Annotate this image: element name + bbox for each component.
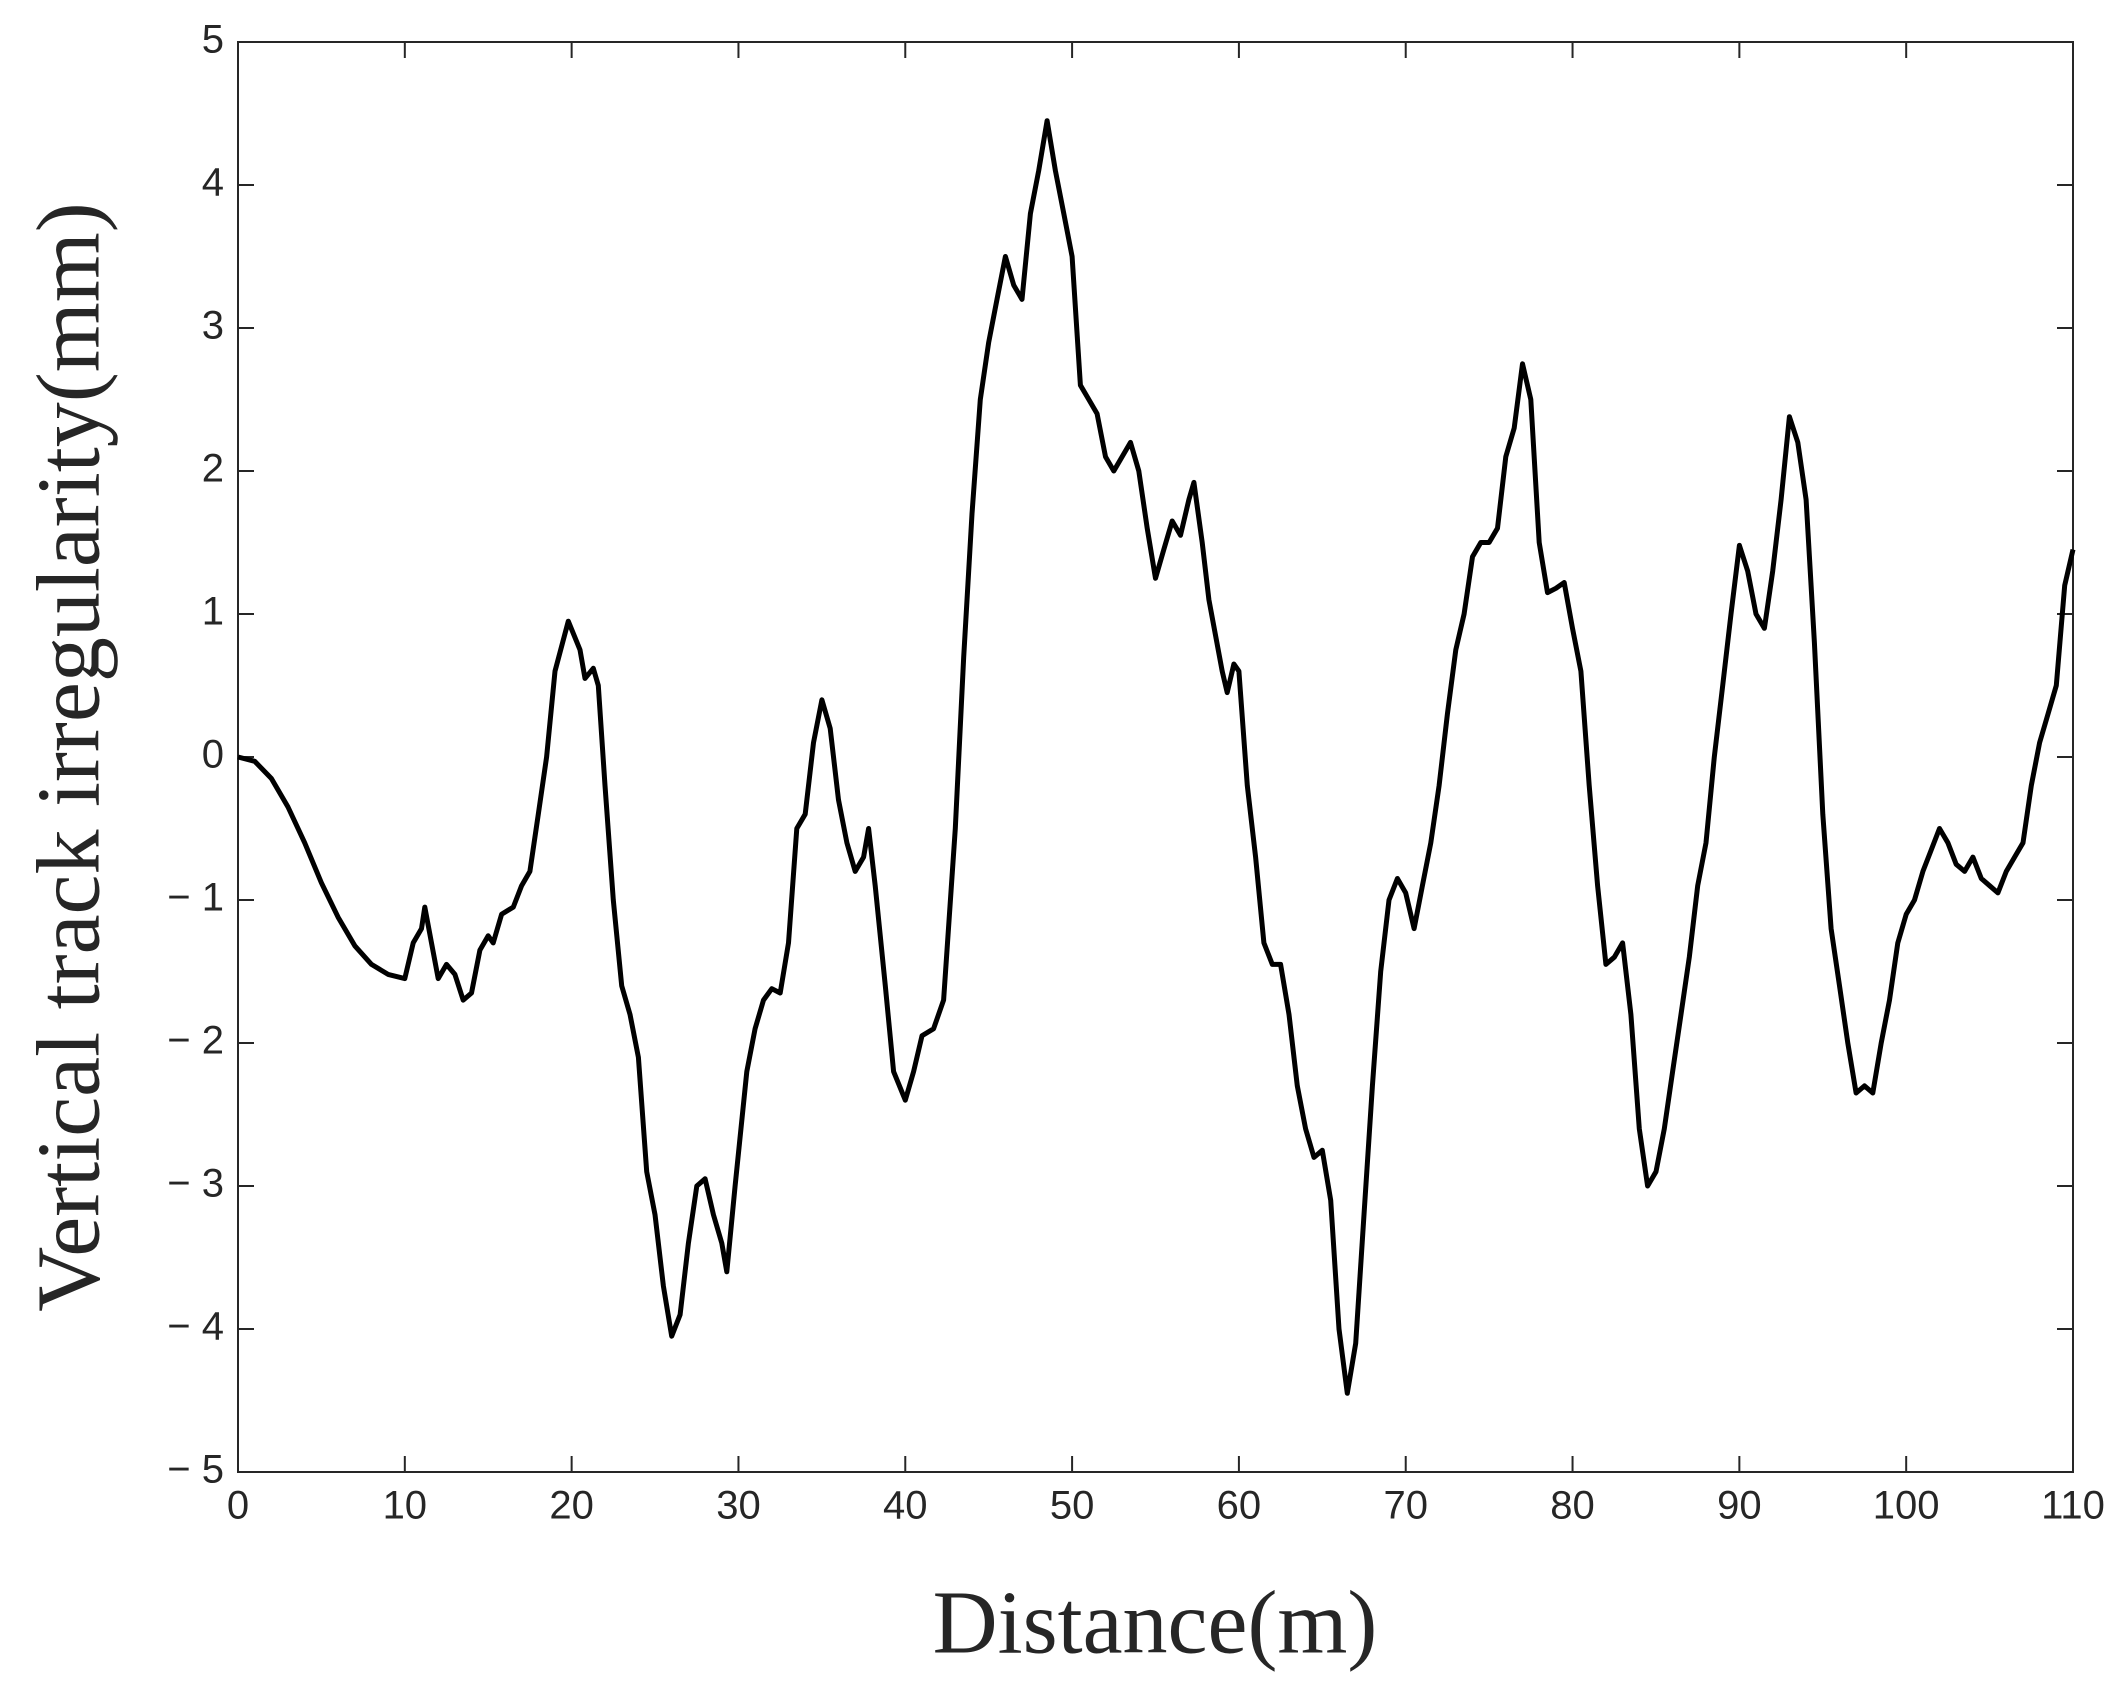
x-tick-label: 10 (383, 1484, 428, 1528)
x-tick-label: 30 (716, 1484, 761, 1528)
x-tick-label: 90 (1717, 1484, 1762, 1528)
y-tick-label: 5 (202, 18, 224, 62)
x-tick-label: 20 (549, 1484, 594, 1528)
y-tick-label: − 1 (167, 876, 224, 920)
y-tick-label: 2 (202, 447, 224, 491)
y-tick-label: − 2 (167, 1019, 224, 1063)
y-tick-label: − 3 (167, 1162, 224, 1206)
x-tick-label: 70 (1383, 1484, 1428, 1528)
x-tick-label: 0 (227, 1484, 249, 1528)
x-tick-label: 60 (1217, 1484, 1262, 1528)
y-tick-label: 4 (202, 161, 224, 205)
x-tick-label: 110 (2041, 1484, 2105, 1528)
y-tick-label: 1 (202, 590, 224, 634)
data-line (237, 118, 2076, 1396)
y-tick-label: − 4 (167, 1305, 224, 1349)
y-tick-label: − 5 (167, 1448, 224, 1492)
y-tick-label: 3 (202, 304, 224, 348)
x-tick-label: 50 (1050, 1484, 1095, 1528)
y-axis-label: Vertical track irregularity(mm) (20, 202, 119, 1312)
x-tick-label: 100 (1873, 1484, 1940, 1528)
x-tick-label: 80 (1550, 1484, 1595, 1528)
x-axis-label: Distance(m) (933, 1574, 1378, 1673)
x-tick-label: 40 (883, 1484, 928, 1528)
y-tick-label: 0 (202, 733, 224, 777)
